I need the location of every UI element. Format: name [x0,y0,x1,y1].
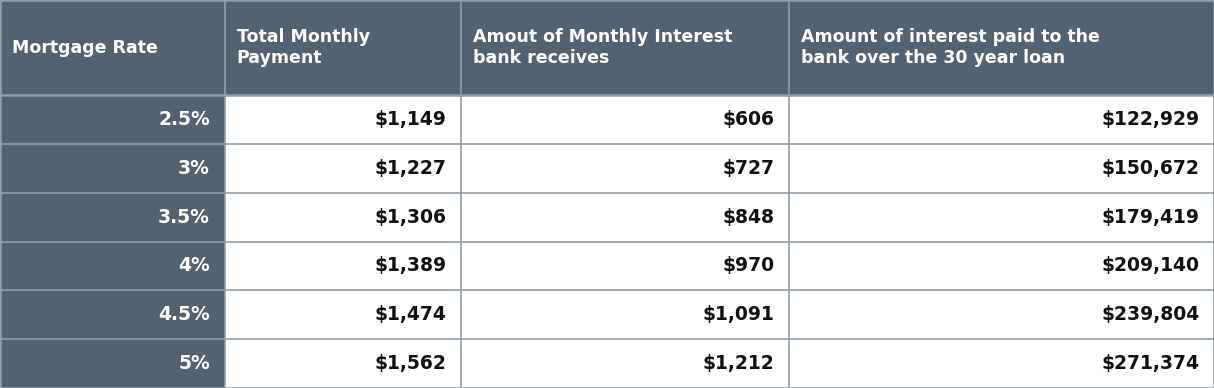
Bar [789,241,1214,290]
Bar [789,95,1214,144]
Bar [0,95,225,144]
Bar [461,95,789,144]
Text: Amout of Monthly Interest
bank receives: Amout of Monthly Interest bank receives [473,28,733,67]
Bar [461,193,789,241]
Text: $1,212: $1,212 [703,354,775,373]
Text: $1,227: $1,227 [375,159,447,178]
Text: $122,929: $122,929 [1101,110,1199,129]
Text: 2.5%: 2.5% [158,110,210,129]
Text: $848: $848 [722,208,775,227]
Bar [789,0,1214,95]
Bar [461,290,789,339]
Bar [225,0,461,95]
Bar [225,144,461,193]
Text: $1,306: $1,306 [375,208,447,227]
Bar [0,339,225,388]
Bar [0,193,225,241]
Bar [789,144,1214,193]
Text: Total Monthly
Payment: Total Monthly Payment [237,28,370,67]
Bar [225,290,461,339]
Text: $727: $727 [722,159,775,178]
Bar [789,193,1214,241]
Text: $1,149: $1,149 [375,110,447,129]
Bar [0,241,225,290]
Text: $1,091: $1,091 [703,305,775,324]
Bar [789,290,1214,339]
Bar [461,0,789,95]
Text: 4%: 4% [178,256,210,275]
Bar [461,339,789,388]
Text: Mortgage Rate: Mortgage Rate [12,38,158,57]
Bar [225,241,461,290]
Bar [225,95,461,144]
Text: $1,562: $1,562 [375,354,447,373]
Bar [225,193,461,241]
Text: $271,374: $271,374 [1101,354,1199,373]
Text: $606: $606 [722,110,775,129]
Bar [461,144,789,193]
Text: $209,140: $209,140 [1101,256,1199,275]
Bar [0,144,225,193]
Text: $179,419: $179,419 [1101,208,1199,227]
Text: 3%: 3% [178,159,210,178]
Text: $150,672: $150,672 [1101,159,1199,178]
Text: Amount of interest paid to the
bank over the 30 year loan: Amount of interest paid to the bank over… [801,28,1100,67]
Text: 5%: 5% [178,354,210,373]
Bar [225,339,461,388]
Text: 3.5%: 3.5% [158,208,210,227]
Text: $239,804: $239,804 [1101,305,1199,324]
Bar [0,290,225,339]
Text: $1,474: $1,474 [375,305,447,324]
Bar [0,0,225,95]
Text: $1,389: $1,389 [375,256,447,275]
Text: $970: $970 [722,256,775,275]
Bar [461,241,789,290]
Bar [789,339,1214,388]
Text: 4.5%: 4.5% [158,305,210,324]
